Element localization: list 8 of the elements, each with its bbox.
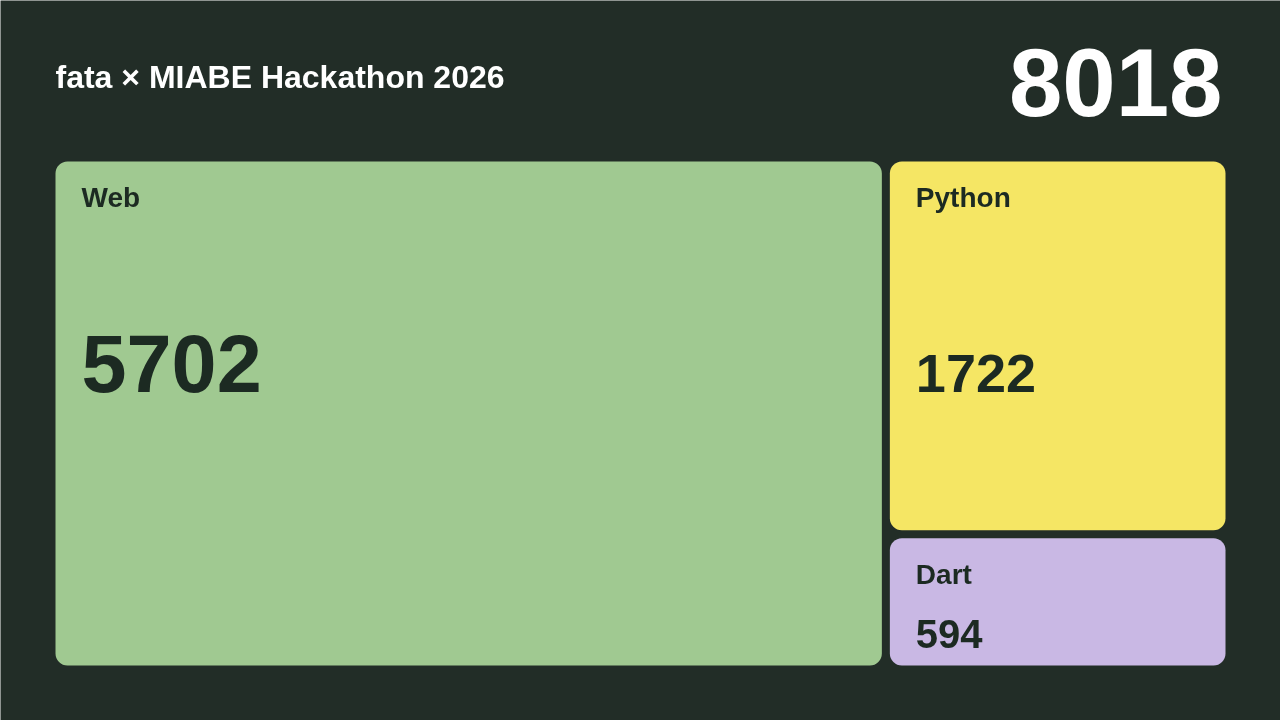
text: 8018 xyxy=(1008,29,1223,136)
text: fata × MIABE Hackathon 2026 xyxy=(55,58,505,95)
data-label: 594 xyxy=(915,611,984,656)
category-label: Dart xyxy=(915,558,972,590)
category-label: Python xyxy=(915,182,1011,213)
data-label: 5702 xyxy=(81,318,262,409)
data-label: 1722 xyxy=(915,342,1036,403)
category-label: Web xyxy=(81,182,141,213)
